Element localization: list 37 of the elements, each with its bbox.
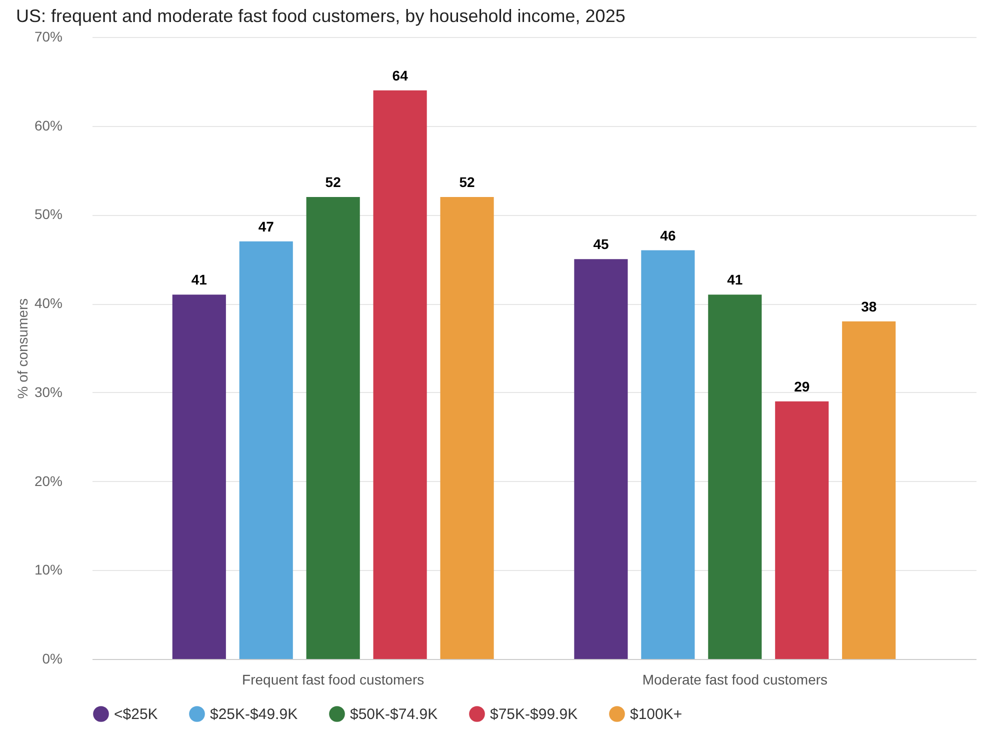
bar [775,401,829,659]
data-label: 41 [727,272,743,288]
legend-label: $25K-$49.9K [210,706,298,723]
legend-label: $50K-$74.9K [350,706,438,723]
y-tick-label: 70% [34,28,62,44]
data-label: 46 [660,227,676,244]
y-tick-label: 10% [34,562,62,578]
data-label: 45 [593,236,609,252]
y-tick-label: 50% [34,206,62,222]
y-tick-label: 20% [34,472,62,489]
y-tick-label: 60% [34,117,62,134]
data-label: 29 [794,378,810,394]
data-label: 47 [258,218,274,234]
data-label: 52 [459,174,476,190]
y-tick-label: 0% [42,650,62,666]
legend-label: $75K-$99.9K [490,706,578,723]
bar [172,294,226,659]
chart-title: US: frequent and moderate fast food customers, by household income, 2025 [16,6,626,26]
bar [373,90,427,659]
data-label: 52 [325,174,342,190]
y-tick-label: 40% [34,295,62,312]
x-tick-label: Frequent fast food customers [242,672,424,688]
data-label: 64 [392,67,408,84]
bar [842,321,896,659]
bar [641,250,695,659]
legend-label: $100K+ [630,706,682,723]
bar [574,259,628,659]
y-tick-label: 30% [34,384,62,400]
bar [239,241,293,659]
bar [708,294,762,659]
data-label: 38 [861,298,877,314]
data-label: 41 [191,272,208,288]
bar [306,196,360,659]
legend-label: <$25K [114,706,158,723]
x-tick-label: Moderate fast food customers [642,672,828,688]
y-axis-title: % of consumers [14,298,30,399]
bar [440,196,494,659]
